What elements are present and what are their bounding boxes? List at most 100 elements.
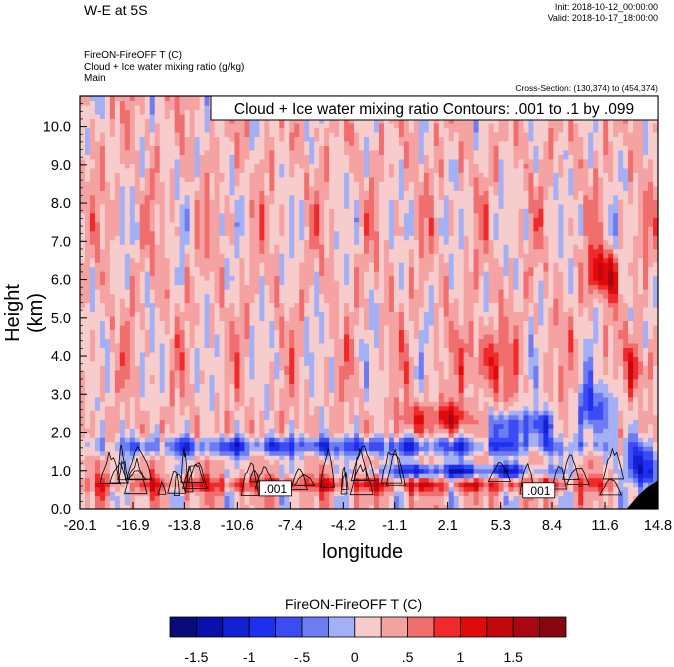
heatmap-cell: [169, 262, 176, 268]
heatmap-cell: [229, 230, 236, 236]
heatmap-cell: [224, 131, 231, 137]
heatmap-cell: [169, 455, 176, 461]
heatmap-cell: [94, 338, 101, 344]
heatmap-cell: [129, 158, 136, 164]
heatmap-cell: [104, 500, 111, 506]
heatmap-cell: [214, 235, 221, 241]
heatmap-cell: [259, 226, 265, 232]
heatmap-cell: [149, 257, 156, 263]
heatmap-cell: [189, 122, 196, 129]
heatmap-cell: [179, 338, 186, 344]
heatmap-cell: [324, 342, 330, 348]
heatmap-cell: [189, 450, 196, 456]
heatmap-cell: [109, 181, 116, 187]
heatmap-cell: [149, 324, 156, 331]
heatmap-cell: [184, 199, 191, 205]
heatmap-cell: [234, 473, 241, 479]
heatmap-cell: [229, 194, 236, 200]
heatmap-cell: [139, 203, 146, 209]
heatmap-cell: [324, 199, 330, 205]
heatmap-cell: [99, 217, 106, 223]
heatmap-cell: [269, 432, 275, 438]
heatmap-cell: [319, 414, 325, 420]
heatmap-cell: [264, 392, 270, 398]
heatmap-cell: [214, 387, 221, 393]
heatmap-cell: [134, 203, 141, 209]
heatmap-cell: [139, 414, 146, 420]
heatmap-cell: [169, 167, 176, 173]
heatmap-cell: [184, 365, 191, 371]
heatmap-cell: [234, 338, 241, 344]
heatmap-cell: [269, 248, 275, 254]
heatmap-cell: [134, 127, 141, 133]
heatmap-cell: [234, 369, 241, 375]
heatmap-cell: [144, 315, 151, 322]
heatmap-cell: [179, 387, 186, 393]
heatmap-cell: [209, 437, 216, 443]
heatmap-cell: [134, 212, 141, 218]
heatmap-cell: [149, 221, 156, 227]
heatmap-cell: [99, 199, 106, 205]
heatmap-cell: [284, 320, 290, 326]
heatmap-cell: [99, 401, 106, 407]
heatmap-cell: [219, 351, 226, 357]
heatmap-cell: [104, 266, 111, 272]
heatmap-cell: [284, 333, 290, 340]
heatmap-cell: [154, 486, 161, 492]
heatmap-cell: [334, 248, 340, 254]
heatmap-cell: [184, 172, 191, 178]
heatmap-cell: [274, 131, 280, 137]
heatmap-cell: [264, 244, 270, 250]
heatmap-cell: [129, 441, 136, 447]
heatmap-cell: [94, 414, 101, 420]
heatmap-cell: [294, 248, 300, 254]
heatmap-cell: [80, 248, 86, 254]
heatmap-cell: [109, 167, 116, 173]
heatmap-cell: [234, 464, 241, 470]
heatmap-cell: [224, 122, 231, 129]
heatmap-cell: [264, 280, 270, 286]
heatmap-cell: [249, 383, 255, 389]
heatmap-cell: [169, 284, 176, 290]
heatmap-cell: [134, 122, 141, 129]
heatmap-cell: [80, 172, 86, 178]
heatmap-cell: [299, 428, 305, 434]
heatmap-cell: [89, 203, 96, 209]
heatmap-cell: [129, 387, 136, 393]
heatmap-cell: [109, 383, 116, 389]
heatmap-cell: [89, 298, 96, 304]
heatmap-cell: [224, 351, 231, 357]
heatmap-cell: [314, 289, 320, 295]
heatmap-cell: [134, 298, 141, 304]
heatmap-cell: [214, 473, 221, 479]
heatmap-cell: [194, 491, 201, 497]
heatmap-cell: [159, 235, 166, 241]
heatmap-cell: [109, 113, 116, 120]
heatmap-cell: [184, 504, 191, 509]
heatmap-cell: [309, 383, 315, 389]
heatmap-cell: [159, 477, 166, 483]
heatmap-cell: [149, 504, 156, 509]
heatmap-cell: [119, 338, 126, 344]
heatmap-cell: [279, 145, 285, 151]
heatmap-cell: [229, 383, 236, 389]
heatmap-cell: [299, 298, 305, 304]
heatmap-cell: [264, 199, 270, 205]
heatmap-cell: [314, 356, 320, 362]
heatmap-cell: [289, 248, 295, 254]
heatmap-cell: [149, 356, 156, 362]
heatmap-cell: [179, 378, 186, 384]
heatmap-cell: [289, 235, 295, 241]
heatmap-cell: [149, 473, 156, 479]
heatmap-cell: [324, 428, 330, 434]
heatmap-cell: [154, 315, 161, 322]
heatmap-cell: [209, 329, 216, 335]
heatmap-cell: [104, 450, 111, 456]
heatmap-cell: [84, 450, 91, 456]
heatmap-cell: [214, 266, 221, 272]
heatmap-cell: [109, 491, 116, 497]
heatmap-cell: [124, 298, 131, 304]
heatmap-cell: [214, 365, 221, 371]
heatmap-cell: [254, 149, 260, 155]
heatmap-cell: [249, 262, 255, 268]
